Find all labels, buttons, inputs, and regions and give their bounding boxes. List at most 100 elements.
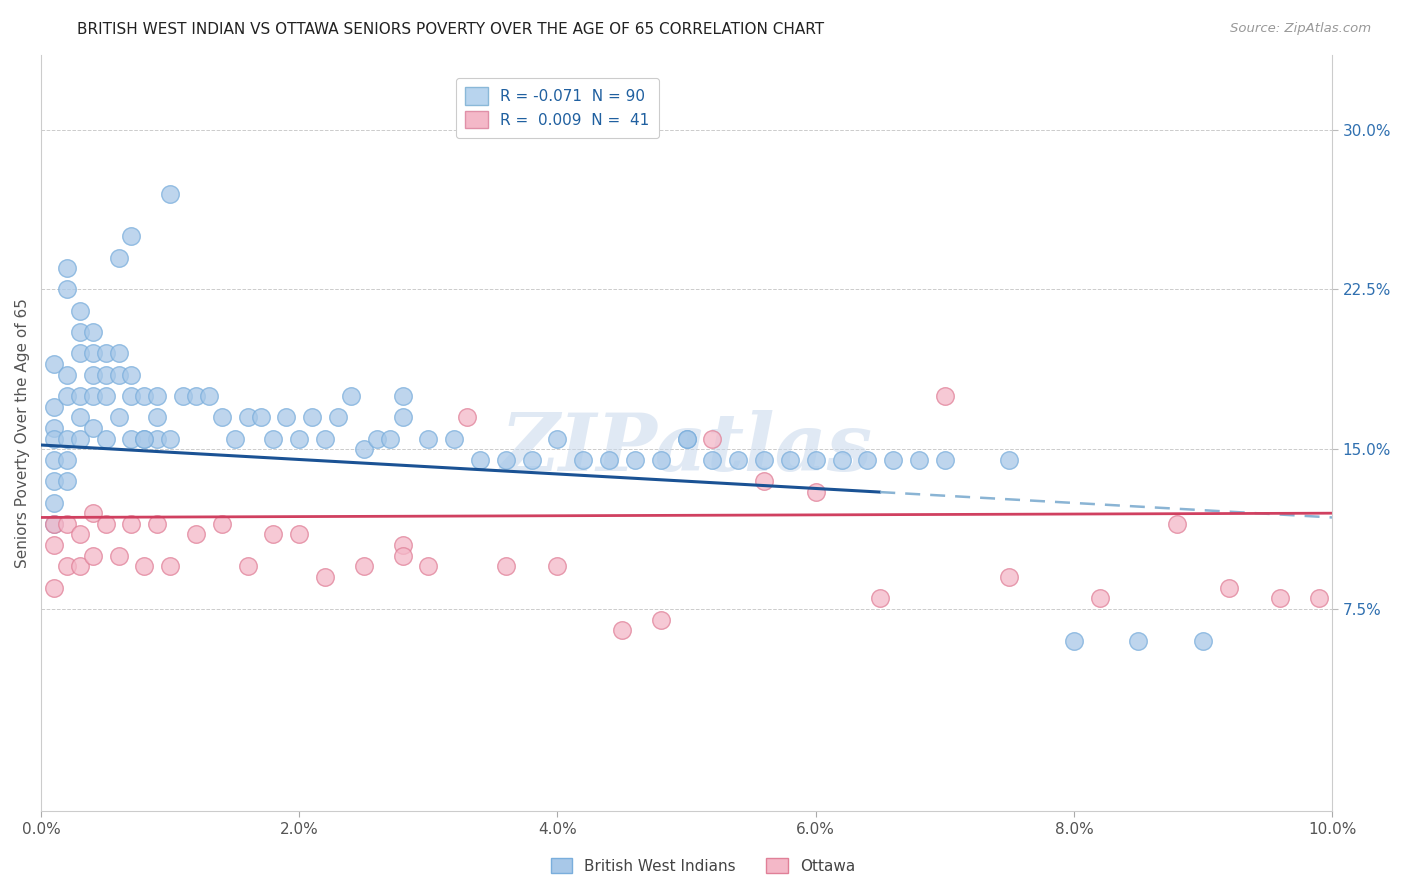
Point xyxy=(675,432,697,446)
Point xyxy=(804,453,827,467)
Point xyxy=(94,516,117,531)
Point xyxy=(236,410,259,425)
Point xyxy=(547,432,569,446)
Point xyxy=(42,400,65,414)
Point xyxy=(675,432,697,446)
Point xyxy=(314,432,336,446)
Point xyxy=(624,453,647,467)
Point xyxy=(56,474,79,488)
Point xyxy=(107,549,129,563)
Point xyxy=(288,527,311,541)
Point xyxy=(378,432,401,446)
Point xyxy=(82,549,104,563)
Point xyxy=(263,432,285,446)
Point xyxy=(610,624,633,638)
Point xyxy=(42,516,65,531)
Point xyxy=(934,389,956,403)
Point xyxy=(1128,634,1150,648)
Point xyxy=(69,325,91,339)
Point xyxy=(107,346,129,360)
Point xyxy=(831,453,853,467)
Point xyxy=(702,453,724,467)
Text: ZIPatlas: ZIPatlas xyxy=(501,409,873,487)
Point xyxy=(134,432,156,446)
Point xyxy=(353,559,375,574)
Text: Source: ZipAtlas.com: Source: ZipAtlas.com xyxy=(1230,22,1371,36)
Point xyxy=(1270,591,1292,606)
Point xyxy=(121,389,143,403)
Point xyxy=(121,516,143,531)
Point xyxy=(107,368,129,382)
Text: BRITISH WEST INDIAN VS OTTAWA SENIORS POVERTY OVER THE AGE OF 65 CORRELATION CHA: BRITISH WEST INDIAN VS OTTAWA SENIORS PO… xyxy=(77,22,824,37)
Point xyxy=(1166,516,1188,531)
Point xyxy=(418,559,440,574)
Point xyxy=(779,453,801,467)
Point xyxy=(391,538,413,552)
Point xyxy=(56,432,79,446)
Point xyxy=(263,527,285,541)
Point xyxy=(650,453,672,467)
Point xyxy=(288,432,311,446)
Point xyxy=(391,549,413,563)
Point xyxy=(1218,581,1240,595)
Point xyxy=(1063,634,1085,648)
Point xyxy=(998,570,1021,584)
Point xyxy=(198,389,221,403)
Point xyxy=(69,389,91,403)
Point xyxy=(211,516,233,531)
Point xyxy=(702,432,724,446)
Point xyxy=(42,516,65,531)
Point xyxy=(418,432,440,446)
Point xyxy=(82,346,104,360)
Point xyxy=(69,410,91,425)
Point xyxy=(391,410,413,425)
Point xyxy=(391,389,413,403)
Point xyxy=(134,432,156,446)
Point xyxy=(146,516,169,531)
Point xyxy=(159,559,181,574)
Point xyxy=(934,453,956,467)
Point xyxy=(82,506,104,520)
Point xyxy=(146,389,169,403)
Point xyxy=(882,453,904,467)
Point xyxy=(56,283,79,297)
Point xyxy=(468,453,491,467)
Point xyxy=(107,251,129,265)
Point xyxy=(56,368,79,382)
Point xyxy=(69,432,91,446)
Legend: British West Indians, Ottawa: British West Indians, Ottawa xyxy=(544,852,862,880)
Point xyxy=(94,389,117,403)
Point xyxy=(211,410,233,425)
Point xyxy=(82,325,104,339)
Point xyxy=(42,581,65,595)
Point xyxy=(146,410,169,425)
Point xyxy=(752,474,775,488)
Point xyxy=(82,389,104,403)
Point xyxy=(159,432,181,446)
Y-axis label: Seniors Poverty Over the Age of 65: Seniors Poverty Over the Age of 65 xyxy=(15,298,30,568)
Point xyxy=(276,410,298,425)
Point xyxy=(314,570,336,584)
Point xyxy=(495,559,517,574)
Point xyxy=(998,453,1021,467)
Point xyxy=(42,432,65,446)
Point xyxy=(134,559,156,574)
Point xyxy=(650,613,672,627)
Point xyxy=(249,410,271,425)
Point xyxy=(69,346,91,360)
Point xyxy=(56,559,79,574)
Point xyxy=(340,389,363,403)
Point xyxy=(134,389,156,403)
Point xyxy=(547,559,569,574)
Point xyxy=(69,303,91,318)
Point xyxy=(82,368,104,382)
Point xyxy=(752,453,775,467)
Point xyxy=(856,453,879,467)
Point xyxy=(42,538,65,552)
Point xyxy=(184,389,207,403)
Point xyxy=(42,421,65,435)
Point xyxy=(727,453,749,467)
Point xyxy=(224,432,246,446)
Point xyxy=(443,432,465,446)
Point xyxy=(495,453,517,467)
